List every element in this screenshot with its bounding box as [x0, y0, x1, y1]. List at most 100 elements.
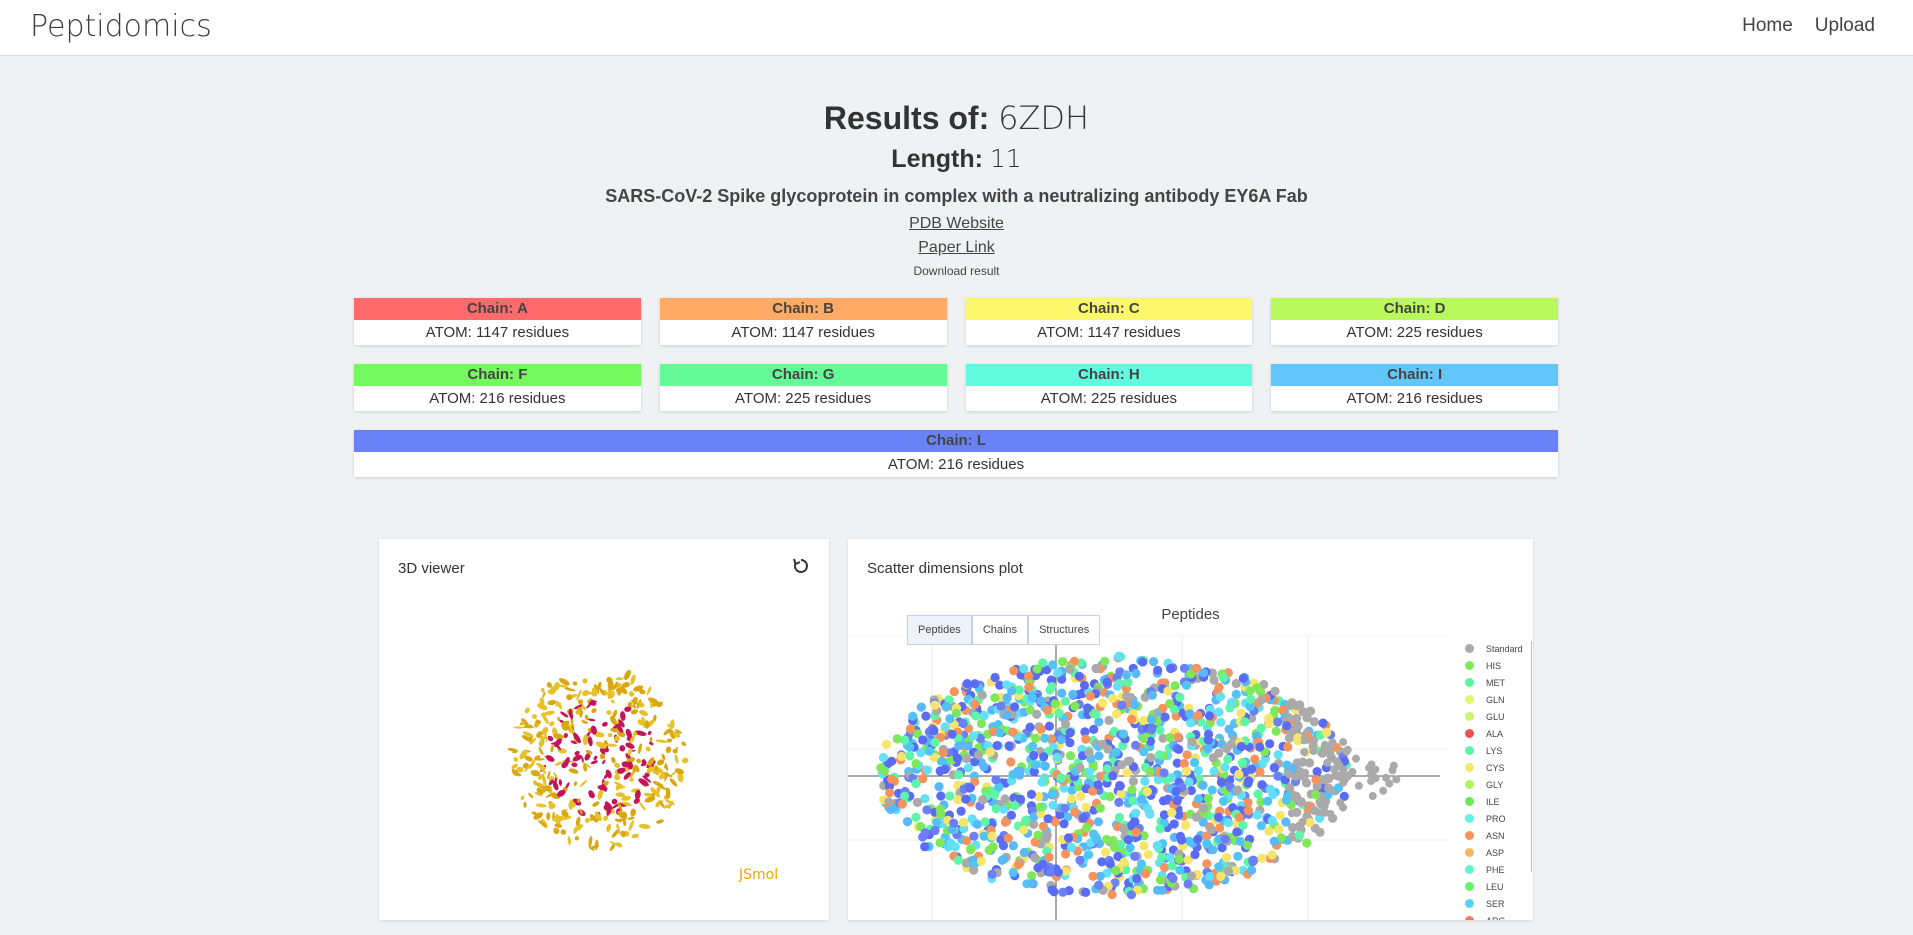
- legend-dot-icon: [1465, 865, 1474, 874]
- scatter-point: [1301, 768, 1310, 777]
- scatter-point: [1146, 725, 1157, 735]
- scatter-point: [1139, 715, 1149, 726]
- scatter-point: [1168, 873, 1178, 884]
- chain-card-h[interactable]: Chain: H ATOM: 225 residues: [965, 364, 1253, 411]
- legend-item[interactable]: CYS: [1465, 759, 1523, 776]
- download-result-link[interactable]: Download result: [913, 264, 1000, 278]
- scatter-point: [1245, 686, 1255, 696]
- molecule-ribbon: [674, 754, 679, 764]
- nav-home-link[interactable]: Home: [1742, 15, 1793, 36]
- molecule-ribbon: [545, 755, 555, 762]
- molecule-ribbon: [609, 843, 616, 852]
- scatter-point: [930, 737, 940, 748]
- scatter-point: [1122, 768, 1132, 778]
- legend-scrollbar[interactable]: [1531, 641, 1532, 872]
- scatter-point: [976, 718, 986, 729]
- scatter-point: [938, 748, 948, 758]
- scatter-point: [1236, 741, 1246, 752]
- scatter-point: [1155, 875, 1166, 885]
- scatter-point: [1324, 783, 1334, 793]
- molecule-ribbon: [574, 750, 580, 756]
- pdb-website-link[interactable]: PDB Website: [909, 215, 1004, 232]
- scatter-point: [1038, 658, 1048, 668]
- molecule-ribbon: [553, 827, 558, 833]
- legend-item[interactable]: MET: [1465, 674, 1523, 691]
- brand-logo[interactable]: Peptidomics: [30, 9, 212, 44]
- reload-icon[interactable]: [791, 556, 811, 576]
- scatter-point: [1030, 837, 1040, 847]
- scatter-point: [1285, 770, 1294, 779]
- scatter-point: [954, 741, 964, 751]
- legend-item[interactable]: GLY: [1465, 776, 1523, 793]
- legend-item[interactable]: ARG: [1465, 912, 1523, 920]
- scatter-point: [900, 735, 910, 745]
- chain-card-d[interactable]: Chain: D ATOM: 225 residues: [1271, 298, 1558, 345]
- scatter-point: [1264, 826, 1274, 836]
- legend-item[interactable]: ALA: [1465, 725, 1523, 742]
- molecule-ribbon: [542, 691, 546, 698]
- scatter-point: [1139, 831, 1149, 841]
- molecule-ribbon: [666, 724, 672, 728]
- chain-card-l[interactable]: Chain: L ATOM: 216 residues: [354, 430, 1558, 477]
- nav-upload-link[interactable]: Upload: [1814, 15, 1875, 36]
- legend-item[interactable]: SER: [1465, 895, 1523, 912]
- scatter-point: [908, 711, 918, 721]
- tab-peptides[interactable]: Peptides: [907, 615, 972, 645]
- scatter-point: [1058, 657, 1068, 667]
- scatter-point: [1270, 705, 1280, 715]
- scatter-point: [973, 750, 984, 760]
- legend-dot-icon: [1465, 661, 1474, 670]
- legend-item[interactable]: LYS: [1465, 742, 1523, 759]
- scatter-point: [990, 693, 1000, 703]
- scatter-plot[interactable]: [848, 635, 1448, 920]
- scatter-point: [1207, 825, 1217, 835]
- tab-chains[interactable]: Chains: [971, 615, 1029, 645]
- legend-item[interactable]: LEU: [1465, 878, 1523, 895]
- legend-item[interactable]: Standard: [1465, 640, 1523, 657]
- scatter-point: [1089, 724, 1099, 734]
- scatter-point: [1094, 751, 1104, 761]
- scatter-point: [1220, 834, 1230, 844]
- legend-item[interactable]: GLU: [1465, 708, 1523, 725]
- scatter-point: [1127, 714, 1137, 724]
- scatter-point: [1152, 840, 1162, 851]
- chain-card-c[interactable]: Chain: C ATOM: 1147 residues: [965, 298, 1253, 345]
- legend-item[interactable]: PRO: [1465, 810, 1523, 827]
- molecule-ribbon: [560, 720, 570, 728]
- scatter-point: [1264, 713, 1274, 723]
- molecule-ribbon: [535, 720, 541, 725]
- scatter-point: [949, 818, 959, 828]
- plot-legend: Standard HIS MET GLN GLU ALA LYS CYS GLY ILE PRO AS…: [1465, 640, 1523, 920]
- molecule-ribbon: [606, 710, 612, 715]
- scatter-point: [1318, 718, 1328, 728]
- chain-info: ATOM: 225 residues: [1346, 324, 1483, 341]
- chain-card-b[interactable]: Chain: B ATOM: 1147 residues: [659, 298, 947, 345]
- paper-link[interactable]: Paper Link: [918, 239, 995, 256]
- scatter-point: [971, 711, 981, 721]
- scatter-point: [897, 799, 907, 809]
- chain-card-f[interactable]: Chain: F ATOM: 216 residues: [354, 364, 641, 411]
- chain-card-g[interactable]: Chain: G ATOM: 225 residues: [659, 364, 947, 411]
- scatter-point: [1223, 754, 1233, 764]
- legend-item[interactable]: GLN: [1465, 691, 1523, 708]
- scatter-point: [947, 729, 957, 739]
- scatter-point: [1193, 834, 1203, 844]
- molecule-ribbon: [568, 708, 574, 720]
- scatter-point: [1190, 850, 1200, 860]
- legend-dot-icon: [1465, 882, 1474, 891]
- legend-item[interactable]: ASP: [1465, 844, 1523, 861]
- legend-item[interactable]: ASN: [1465, 827, 1523, 844]
- scatter-point: [1238, 820, 1248, 830]
- chain-card-a[interactable]: Chain: A ATOM: 1147 residues: [354, 298, 641, 345]
- tab-structures[interactable]: Structures: [1028, 615, 1101, 645]
- legend-item[interactable]: ILE: [1465, 793, 1523, 810]
- scatter-point: [1282, 721, 1292, 731]
- molecule-ribbon: [631, 810, 636, 817]
- chain-card-i[interactable]: Chain: I ATOM: 216 residues: [1271, 364, 1558, 411]
- scatter-point: [1000, 794, 1010, 804]
- molecule-render[interactable]: [499, 659, 699, 859]
- scatter-point: [1056, 734, 1066, 745]
- scatter-point: [885, 788, 895, 798]
- legend-item[interactable]: HIS: [1465, 657, 1523, 674]
- legend-item[interactable]: PHE: [1465, 861, 1523, 878]
